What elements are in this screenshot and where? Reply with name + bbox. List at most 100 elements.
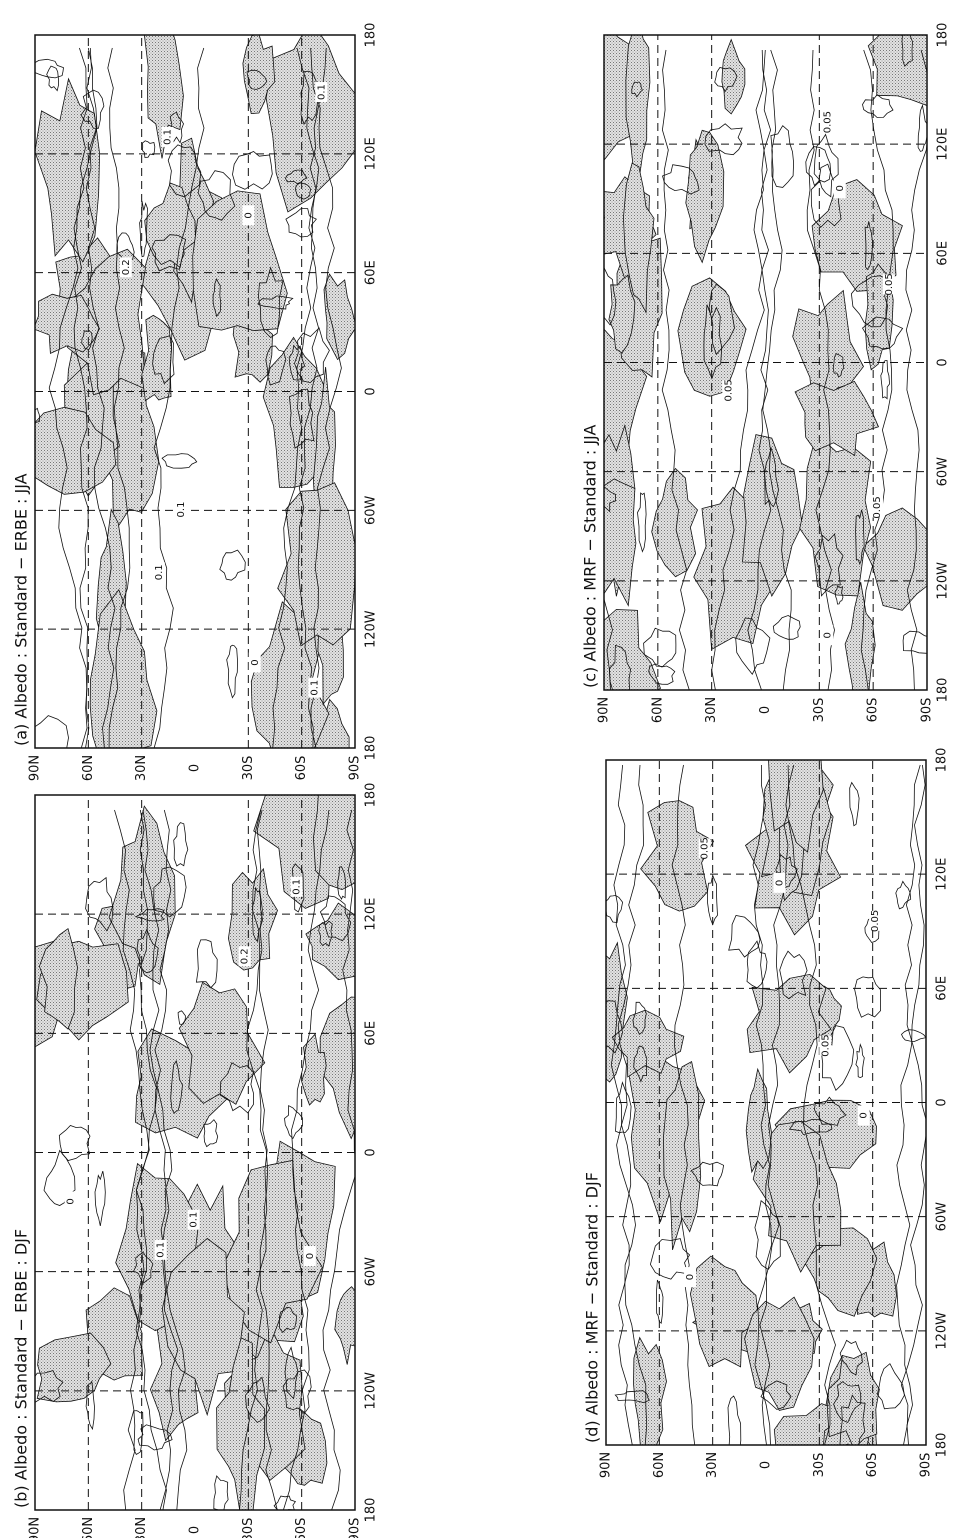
lat-label: 60N bbox=[652, 1452, 667, 1478]
lat-label: 30N bbox=[705, 1452, 720, 1478]
shaded-region bbox=[868, 16, 942, 106]
contour-line bbox=[850, 783, 859, 826]
contour-line bbox=[897, 765, 926, 1445]
lon-label: 180 bbox=[935, 748, 950, 773]
contour-label: 0.1 bbox=[176, 502, 187, 518]
contour-label: 0.1 bbox=[316, 84, 327, 100]
contour-label: 0.1 bbox=[154, 564, 165, 580]
contour-line bbox=[881, 361, 890, 399]
lon-label: 180 bbox=[364, 783, 379, 808]
lat-label: 90S bbox=[348, 1518, 363, 1538]
lon-label: 120W bbox=[364, 610, 379, 648]
lat-label: 0 bbox=[758, 706, 773, 714]
lon-label: 120E bbox=[364, 137, 379, 170]
shaded-region bbox=[626, 19, 650, 182]
shaded-region bbox=[35, 79, 100, 262]
contour-label: 0 bbox=[66, 1198, 77, 1204]
contour-label: 0.05 bbox=[723, 379, 734, 401]
contour-label: 0 bbox=[835, 185, 846, 191]
contour-label: 0 bbox=[305, 1253, 316, 1259]
map-panel: 00.050.0500.050(d) Albedo : MRF − Standa… bbox=[583, 669, 950, 1538]
contour-line bbox=[902, 1030, 927, 1042]
contour-label: 0.2 bbox=[121, 259, 132, 275]
contour-line bbox=[728, 1396, 741, 1467]
lon-label: 120W bbox=[935, 1312, 950, 1350]
lat-label: 60N bbox=[650, 697, 665, 723]
map-body bbox=[1, 733, 382, 1519]
contour-line bbox=[611, 765, 632, 1445]
contour-label: 0.1 bbox=[163, 129, 174, 145]
contour-line bbox=[856, 1045, 864, 1078]
lat-label: 90S bbox=[920, 698, 935, 723]
shaded-region bbox=[320, 995, 382, 1138]
lat-label: 0 bbox=[188, 764, 203, 772]
contour-label: 0 bbox=[822, 632, 833, 638]
lon-label: 120E bbox=[935, 858, 950, 891]
contour-line bbox=[174, 823, 188, 866]
contour-label: 0.05 bbox=[872, 496, 883, 518]
contour-label: 0 bbox=[685, 1274, 696, 1280]
contour-line bbox=[604, 896, 622, 923]
lon-label: 180 bbox=[364, 736, 379, 761]
lon-label: 180 bbox=[364, 23, 379, 48]
lat-label: 30S bbox=[812, 698, 827, 723]
contour-line bbox=[903, 631, 936, 653]
lat-label: 90S bbox=[919, 1453, 934, 1478]
contour-label: 0.05 bbox=[823, 111, 834, 133]
contour-line bbox=[773, 616, 800, 640]
map-body bbox=[590, 669, 928, 1538]
lon-label: 120E bbox=[364, 898, 379, 931]
lat-label: 30N bbox=[704, 697, 719, 723]
lat-label: 60N bbox=[81, 755, 96, 781]
lon-label: 180 bbox=[364, 1498, 379, 1523]
contour-line bbox=[877, 1364, 904, 1409]
lat-label: 60S bbox=[294, 756, 309, 781]
shaded-region bbox=[568, 0, 635, 162]
contour-line bbox=[863, 95, 894, 118]
shaded-region bbox=[193, 191, 288, 331]
shaded-region bbox=[179, 982, 264, 1104]
shaded-region bbox=[324, 274, 356, 359]
contour-line bbox=[227, 645, 238, 698]
lat-label: 90N bbox=[28, 1517, 43, 1538]
contour-line bbox=[47, 66, 59, 91]
lat-label: 30S bbox=[241, 1518, 256, 1538]
contour-line bbox=[220, 550, 246, 580]
lon-label: 60W bbox=[936, 457, 951, 487]
contour-line bbox=[196, 940, 217, 988]
contour-label: 0 bbox=[859, 1112, 870, 1118]
lat-label: 0 bbox=[188, 1526, 203, 1534]
lon-label: 60E bbox=[935, 976, 950, 1001]
shaded-region bbox=[747, 974, 831, 1072]
shaded-region bbox=[90, 590, 157, 766]
lon-label: 0 bbox=[935, 1098, 950, 1106]
lat-label: 30N bbox=[134, 755, 149, 781]
shaded-region bbox=[722, 40, 745, 114]
contour-label: 0.1 bbox=[309, 680, 320, 696]
contour-line bbox=[204, 1120, 218, 1147]
contour-line bbox=[233, 152, 273, 190]
lon-label: 120W bbox=[936, 562, 951, 600]
contour-line bbox=[650, 1239, 689, 1280]
map-body bbox=[566, 0, 949, 736]
map-panel: 00.10.10.200.1(b) Albedo : Standard − ER… bbox=[1, 733, 382, 1538]
lon-label: 60W bbox=[935, 1202, 950, 1232]
lon-label: 180 bbox=[936, 23, 951, 48]
contour-label: 0.1 bbox=[156, 1242, 167, 1258]
lat-label: 90S bbox=[348, 756, 363, 781]
lat-label: 60N bbox=[81, 1517, 96, 1538]
shaded-region bbox=[828, 1352, 880, 1448]
lat-label: 30N bbox=[134, 1517, 149, 1538]
map-panel: 0.10.20.100.10.100.1(a) Albedo : Standar… bbox=[12, 7, 379, 794]
figure: 0.10.20.100.10.100.1(a) Albedo : Standar… bbox=[0, 0, 963, 1538]
contour-line bbox=[855, 977, 881, 1017]
shaded-region bbox=[37, 1333, 111, 1402]
lon-label: 60W bbox=[364, 1257, 379, 1287]
shaded-region bbox=[634, 1338, 667, 1450]
lon-label: 0 bbox=[364, 1148, 379, 1156]
contour-label: 0.05 bbox=[870, 910, 881, 932]
contour-line bbox=[286, 209, 316, 237]
contour-label: 0 bbox=[774, 880, 785, 886]
lon-label: 120W bbox=[364, 1372, 379, 1410]
lon-label: 60E bbox=[936, 241, 951, 266]
